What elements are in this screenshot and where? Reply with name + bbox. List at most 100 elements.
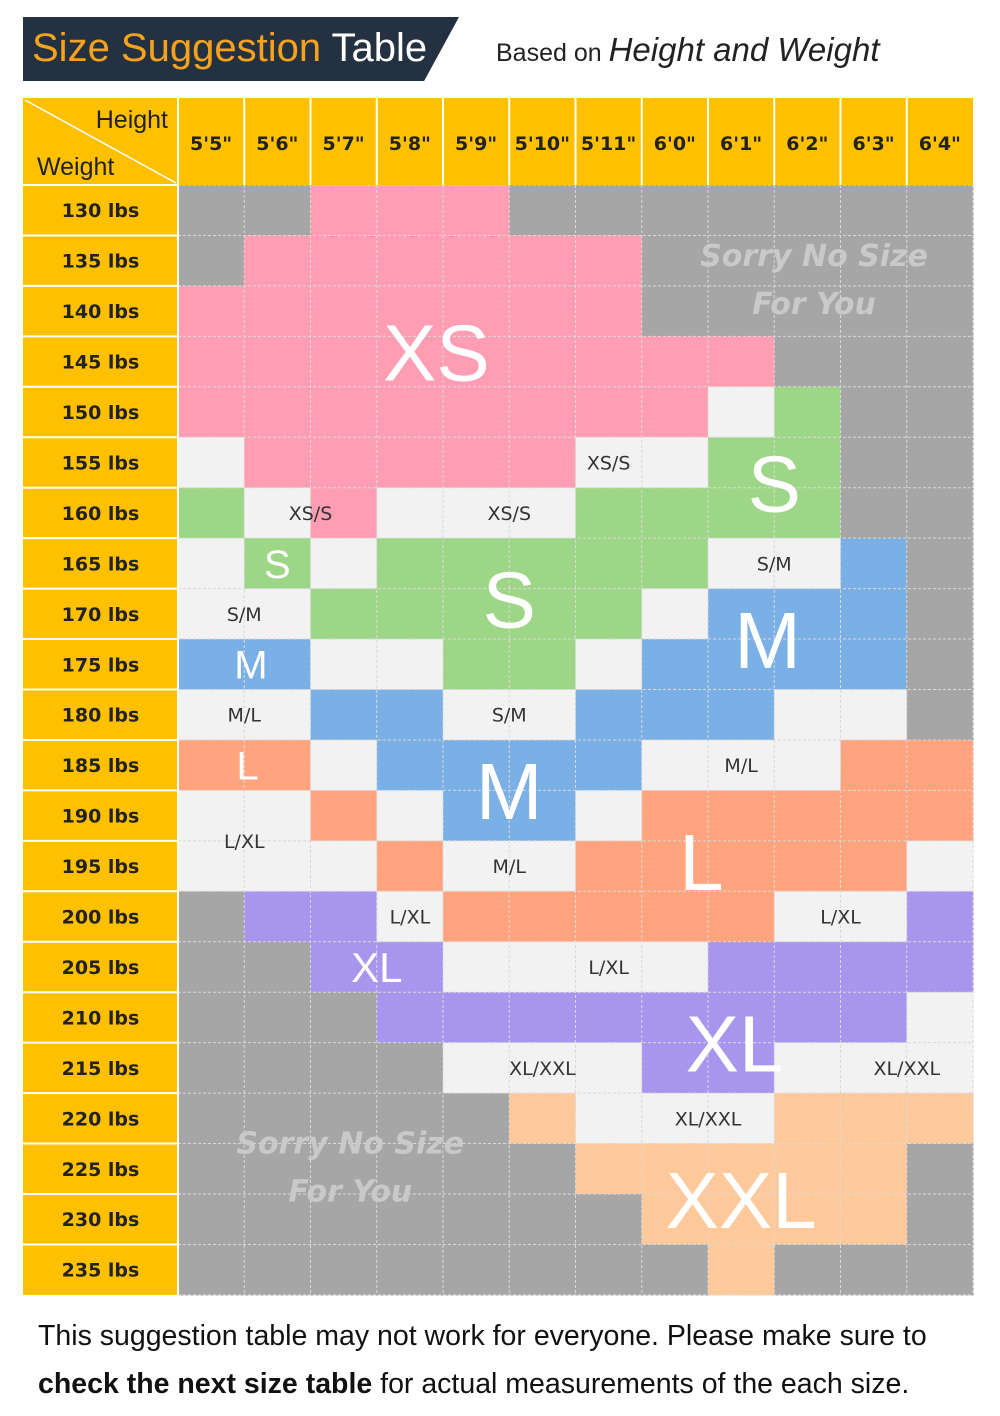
size-cell [443, 487, 510, 539]
no-size-note-line1: Sorry No Size [700, 239, 928, 274]
size-cell [840, 588, 908, 640]
no-size-note-line1: Sorry No Size [236, 1127, 464, 1162]
size-cell [244, 588, 312, 640]
overlap-label: S/M [757, 553, 792, 575]
overlap-label: L/XL [224, 831, 265, 853]
size-cell [509, 1244, 577, 1296]
weight-tick-label: 140 lbs [62, 301, 140, 323]
footer-note: This suggestion table may not work for e… [38, 1312, 988, 1408]
size-cell [310, 336, 378, 388]
size-cell [178, 185, 245, 237]
size-cell [509, 437, 577, 489]
overlap-label: M/L [228, 705, 262, 727]
size-cell [840, 840, 908, 892]
size-cell [443, 1194, 510, 1246]
size-cell [906, 538, 974, 590]
size-cell [178, 840, 245, 892]
size-cell [840, 487, 908, 539]
size-cell [641, 487, 709, 539]
overlap-label: L/XL [588, 957, 629, 979]
size-cell [906, 790, 974, 842]
page-header: Size Suggestion Table Based on Height an… [0, 0, 1000, 96]
height-tick-label: 6'1" [720, 133, 762, 155]
size-label: S [483, 555, 536, 644]
size-cell [509, 941, 577, 993]
size-cell [509, 689, 577, 741]
size-cell [641, 437, 709, 489]
size-cell [443, 1042, 510, 1094]
size-cell [708, 487, 775, 539]
size-cell [575, 1143, 643, 1195]
weight-tick-label: 200 lbs [62, 907, 140, 929]
size-cell [774, 639, 842, 691]
size-cell [244, 285, 312, 337]
size-cell [310, 588, 378, 640]
size-cell [575, 437, 643, 489]
size-cell [906, 739, 974, 791]
size-cell [708, 588, 775, 640]
size-cell [509, 992, 577, 1044]
size-cell [244, 1194, 312, 1246]
overlap-label: XL/XXL [509, 1058, 576, 1080]
size-cell [641, 689, 709, 741]
height-tick-label: 5'8" [389, 133, 431, 155]
footer-rest: for actual measurements of the each size… [372, 1368, 910, 1400]
size-cell [575, 386, 643, 438]
weight-tick-label: 170 lbs [62, 604, 140, 626]
size-cell [906, 891, 974, 943]
size-cell [906, 588, 974, 640]
size-cell [906, 386, 974, 438]
size-cell [310, 437, 378, 489]
size-cell [443, 1143, 510, 1195]
size-label: S [748, 439, 801, 528]
page-title: Size Suggestion Table [32, 20, 427, 76]
size-cell [509, 840, 577, 892]
size-cell [840, 739, 908, 791]
height-tick-label: 5'11" [581, 133, 636, 155]
size-cell [244, 235, 312, 287]
overlap-label: S/M [227, 604, 262, 626]
size-cell [376, 285, 444, 337]
size-cell [575, 336, 643, 388]
size-cell [376, 185, 444, 237]
size-cell [509, 639, 577, 691]
corner-weight-label: Weight [37, 153, 114, 181]
size-cell [708, 992, 775, 1044]
size-cell [774, 588, 842, 640]
size-cell [509, 1194, 577, 1246]
size-cell [310, 1143, 378, 1195]
title-size-suggestion: Size Suggestion [32, 26, 322, 70]
size-cell [840, 235, 908, 287]
size-cell [774, 538, 842, 590]
size-cell [906, 185, 974, 237]
size-cell [310, 790, 378, 842]
size-cell [840, 185, 908, 237]
size-cell [641, 235, 709, 287]
size-cell [178, 891, 245, 943]
size-cell [178, 689, 245, 741]
size-cell [443, 588, 510, 640]
weight-tick-label: 150 lbs [62, 402, 140, 424]
size-cell [178, 487, 245, 539]
size-cell [708, 891, 775, 943]
size-cell [774, 941, 842, 993]
size-cell [575, 1042, 643, 1094]
size-cell [840, 1194, 908, 1246]
size-cell [708, 790, 775, 842]
height-tick-label: 6'0" [654, 133, 696, 155]
title-table: Table [331, 26, 428, 70]
size-cell [178, 235, 245, 287]
size-cell [708, 336, 775, 388]
no-size-note-line2: For You [288, 1175, 412, 1210]
weight-tick-label: 135 lbs [62, 251, 140, 273]
title-banner [23, 17, 459, 81]
size-cell [906, 1194, 974, 1246]
no-size-note-line2: For You [752, 287, 876, 322]
size-cell [774, 1042, 842, 1094]
size-cell [310, 689, 378, 741]
size-cell [376, 386, 444, 438]
size-cell [443, 386, 510, 438]
overlap-label: L/XL [390, 907, 431, 929]
size-cell [575, 689, 643, 741]
overlap-label: XL/XXL [873, 1058, 940, 1080]
